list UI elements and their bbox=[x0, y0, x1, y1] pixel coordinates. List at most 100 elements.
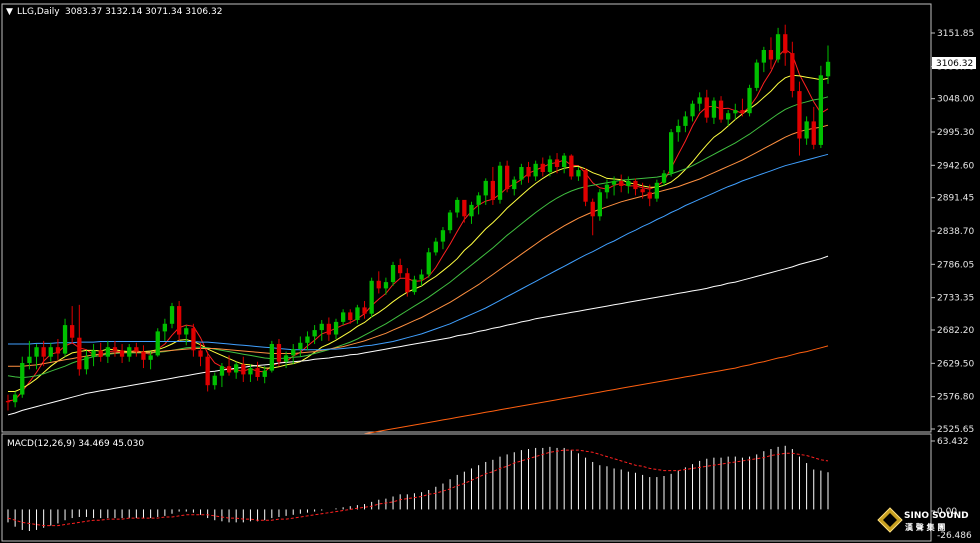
candle bbox=[41, 340, 46, 367]
candle bbox=[818, 65, 823, 148]
dropdown-icon[interactable]: ▼ bbox=[6, 7, 13, 17]
candle-body bbox=[726, 113, 731, 120]
candle-body bbox=[676, 125, 681, 133]
candle bbox=[212, 372, 217, 390]
candle-body bbox=[383, 282, 389, 289]
candle bbox=[547, 155, 553, 177]
candle-body bbox=[41, 347, 46, 357]
candle bbox=[269, 340, 274, 373]
macd-histogram bbox=[7, 445, 829, 532]
price-panel[interactable] bbox=[1, 3, 932, 435]
candle bbox=[341, 309, 346, 326]
candle bbox=[676, 119, 681, 142]
current-price-tag: 3106.32 bbox=[932, 57, 976, 69]
candle bbox=[797, 81, 802, 156]
candle-body bbox=[540, 163, 545, 172]
candle-body bbox=[177, 306, 182, 335]
candle bbox=[604, 179, 610, 199]
candle-body bbox=[241, 364, 246, 375]
candle bbox=[276, 338, 282, 367]
logo-inner-diamond-icon bbox=[883, 513, 897, 527]
candle-body bbox=[797, 91, 802, 139]
candle bbox=[248, 364, 253, 382]
candle bbox=[626, 176, 631, 194]
candle bbox=[226, 355, 232, 376]
candle-body bbox=[283, 355, 289, 362]
candle-body bbox=[55, 347, 61, 354]
candle bbox=[134, 342, 139, 357]
candle-body bbox=[690, 103, 695, 117]
candle bbox=[148, 351, 153, 370]
candle bbox=[48, 342, 53, 362]
candle bbox=[747, 84, 752, 117]
candle bbox=[13, 391, 18, 408]
candle-body bbox=[184, 328, 189, 335]
candle bbox=[611, 176, 617, 196]
candle-body bbox=[127, 347, 132, 357]
candle bbox=[640, 182, 645, 199]
candle bbox=[326, 317, 331, 341]
candle bbox=[191, 323, 196, 357]
candle bbox=[362, 301, 367, 319]
candle-body bbox=[5, 401, 11, 403]
candle-body bbox=[169, 306, 175, 324]
candle bbox=[790, 41, 795, 98]
candle-body bbox=[490, 180, 495, 200]
candle-body bbox=[390, 265, 396, 283]
candle-body bbox=[426, 252, 431, 275]
candle-body bbox=[412, 279, 417, 293]
candle-body bbox=[547, 159, 553, 172]
candle-body bbox=[790, 53, 795, 91]
price-axis-label: 2995.30 bbox=[937, 128, 974, 138]
candle-body bbox=[355, 307, 360, 320]
candle bbox=[241, 356, 246, 382]
candle-body bbox=[740, 110, 745, 114]
candle bbox=[512, 176, 517, 196]
candle-body bbox=[562, 155, 567, 167]
candle-body bbox=[234, 364, 239, 373]
candle bbox=[219, 363, 225, 388]
candle bbox=[62, 318, 68, 357]
candle bbox=[526, 161, 531, 183]
candle-body bbox=[654, 182, 659, 199]
price-axis-label: 2733.35 bbox=[937, 294, 974, 304]
price-axis-label: 3151.85 bbox=[937, 29, 974, 39]
candle bbox=[198, 342, 203, 367]
candle-body bbox=[105, 347, 110, 357]
candle-body bbox=[405, 273, 410, 293]
price-axis-label: 2682.20 bbox=[937, 326, 974, 336]
candle-body bbox=[818, 75, 823, 145]
ma120-line bbox=[7, 255, 829, 416]
candle-body bbox=[811, 121, 816, 145]
candle bbox=[718, 96, 724, 123]
candle-body bbox=[148, 355, 153, 360]
candle bbox=[447, 209, 453, 234]
candle-body bbox=[462, 199, 467, 217]
macd-axis-label-bottom: -26.486 bbox=[937, 531, 972, 541]
candle bbox=[726, 110, 731, 126]
candle-body bbox=[312, 330, 317, 337]
candle-body bbox=[91, 350, 96, 357]
candle bbox=[234, 361, 239, 379]
candle-body bbox=[533, 163, 538, 177]
candle-body bbox=[483, 180, 488, 196]
candle-body bbox=[348, 312, 353, 320]
candle-body bbox=[291, 349, 296, 356]
candle bbox=[70, 306, 75, 345]
candle-body bbox=[198, 350, 203, 357]
chart-header: ▼ LLG,Daily 3083.37 3132.14 3071.34 3106… bbox=[6, 7, 222, 17]
candle bbox=[804, 116, 809, 145]
candle-body bbox=[526, 167, 531, 177]
candle-body bbox=[455, 199, 460, 213]
price-axis-label: 2838.70 bbox=[937, 227, 974, 237]
candle bbox=[569, 154, 574, 180]
macd-panel[interactable]: MACD(12,26,9) 34.469 45.030 bbox=[1, 433, 932, 542]
candle bbox=[383, 277, 389, 295]
candle bbox=[141, 345, 146, 369]
candle-body bbox=[476, 195, 481, 205]
candle bbox=[333, 318, 339, 339]
price-axis-label: 2525.65 bbox=[937, 425, 974, 435]
candle bbox=[554, 153, 560, 174]
candle-body bbox=[398, 265, 403, 274]
